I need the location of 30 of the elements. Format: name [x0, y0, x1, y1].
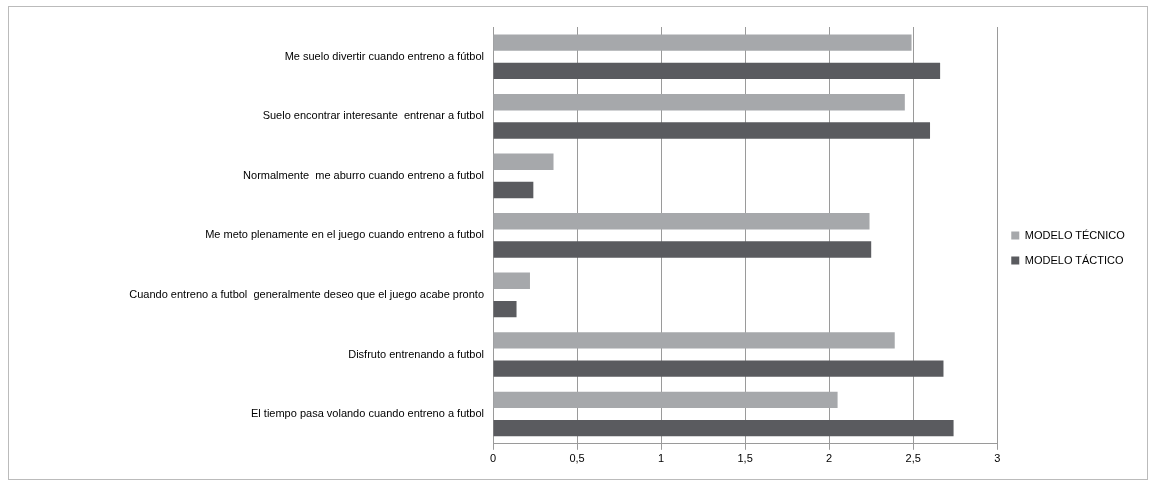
bar: [493, 34, 912, 51]
x-tick-label: 1: [658, 452, 665, 465]
x-tick-label: 3: [994, 452, 1001, 465]
y-tick-label: Normalmente me aburro cuando entreno a futbol: [243, 168, 484, 181]
bar: [493, 93, 905, 111]
bar: [493, 419, 954, 437]
y-tick-label: Disfruto entrenando a futbol: [348, 347, 484, 360]
y-tick-label: Me suelo divertir cuando entreno a fútbol: [284, 49, 484, 62]
y-tick-label: Suelo encontrar interesante entrenar a futbol: [262, 109, 484, 122]
bar: [493, 360, 944, 377]
legend-label: MODELO TÉCNICO: [1024, 228, 1126, 241]
bar: [493, 181, 534, 199]
bar: [493, 272, 530, 289]
x-tick-label: 1,5: [737, 452, 753, 465]
y-tick-label: El tiempo pasa volando cuando entreno a futbol: [251, 407, 484, 420]
y-tick-label: Me meto plenamente en el juego cuando entreno a futbol: [205, 228, 484, 241]
y-tick-label: Cuando entreno a futbol generalmente deseo que el juego acabe pronto: [129, 287, 484, 300]
legend-label: MODELO TÁCTICO: [1024, 253, 1125, 266]
bar: [493, 332, 895, 349]
x-tick-label: 2,5: [905, 452, 921, 465]
bar: [493, 62, 941, 80]
bar: [493, 391, 838, 409]
x-tick-label: 0: [489, 452, 497, 465]
bar: [493, 300, 517, 318]
bar: [493, 241, 872, 258]
x-tick-label: 2: [826, 452, 833, 465]
bar: [493, 153, 554, 170]
bar: [493, 122, 931, 139]
bar: [493, 213, 870, 230]
x-tick-label: 0,5: [569, 452, 585, 465]
